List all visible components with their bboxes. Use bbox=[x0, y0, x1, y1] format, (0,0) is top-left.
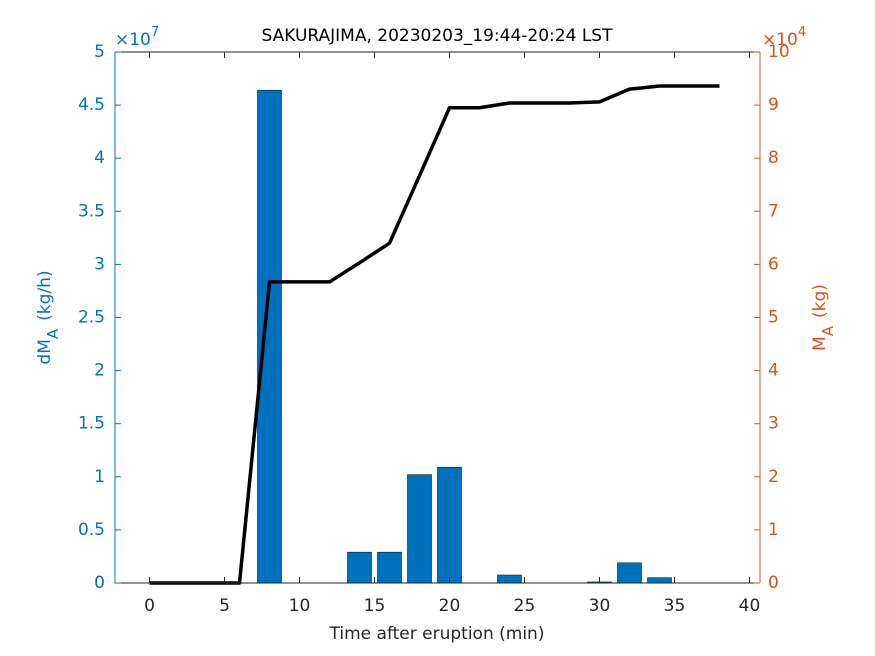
y2-tick-label: 1 bbox=[768, 520, 779, 540]
x-tick-label: 0 bbox=[144, 596, 155, 616]
x-tick-label: 40 bbox=[739, 596, 761, 616]
y-tick-label: 3.5 bbox=[78, 201, 105, 221]
y-axis-label: dMA (kg/h) bbox=[35, 270, 62, 364]
y-exponent-base: ×10 bbox=[115, 30, 151, 50]
y-tick-label: 2.5 bbox=[78, 308, 105, 328]
y-tick-label: 1.5 bbox=[78, 414, 105, 434]
y-axis-label-unit: (kg/h) bbox=[35, 270, 55, 320]
y2-tick-label: 5 bbox=[768, 308, 779, 328]
y-exponent-power: 7 bbox=[151, 25, 159, 40]
y-tick-label: 1 bbox=[94, 467, 105, 487]
y-tick-label: 3 bbox=[94, 254, 105, 274]
y-axis-label-main: dM bbox=[35, 339, 55, 364]
x-tick-label: 5 bbox=[219, 596, 230, 616]
y-tick-label: 4.5 bbox=[78, 95, 105, 115]
y2-exponent-base: ×10 bbox=[762, 30, 798, 50]
y2-tick-label: 0 bbox=[768, 573, 779, 593]
chart-title: SAKURAJIMA, 20230203_19:44-20:24 LST bbox=[262, 26, 614, 46]
y2-axis-label-group: MA (kg) bbox=[810, 284, 837, 351]
y2-exponent: ×104 bbox=[762, 25, 806, 51]
x-tick-label: 25 bbox=[514, 596, 536, 616]
bar bbox=[617, 562, 642, 584]
y2-tick-label: 8 bbox=[768, 148, 779, 168]
y2-axis-label: MA (kg) bbox=[810, 284, 837, 351]
y2-tick-label: 2 bbox=[768, 467, 779, 487]
line bbox=[149, 84, 720, 585]
y-tick-label: 5 bbox=[94, 42, 105, 62]
y2-axis-label-unit: (kg) bbox=[810, 284, 830, 318]
x-axis-label: Time after eruption (min) bbox=[329, 624, 545, 644]
y2-tick-label: 3 bbox=[768, 414, 779, 434]
y2-tick-label: 4 bbox=[768, 361, 779, 381]
y2-axis-label-main: M bbox=[810, 336, 830, 351]
y2-exponent-power: 4 bbox=[798, 25, 806, 40]
bar bbox=[437, 466, 462, 584]
x-tick-label: 10 bbox=[289, 596, 311, 616]
bar bbox=[347, 551, 372, 584]
y-tick-label: 4 bbox=[94, 148, 105, 168]
bar bbox=[647, 577, 672, 584]
y-tick-label: 0 bbox=[94, 573, 105, 593]
bar bbox=[497, 574, 522, 584]
bar bbox=[377, 551, 402, 584]
y2-tick-label: 10 bbox=[768, 42, 790, 62]
y-axis-label-group: dMA (kg/h) bbox=[35, 270, 62, 364]
y2-tick-label: 9 bbox=[768, 95, 779, 115]
y-tick-label: 2 bbox=[94, 361, 105, 381]
y2-tick-label: 7 bbox=[768, 201, 779, 221]
y-tick-label: 0.5 bbox=[78, 520, 105, 540]
x-tick-label: 15 bbox=[364, 596, 386, 616]
bar bbox=[407, 474, 432, 584]
y2-tick-label: 6 bbox=[768, 254, 779, 274]
x-tick-label: 30 bbox=[589, 596, 611, 616]
x-tick-label: 35 bbox=[664, 596, 686, 616]
y-exponent: ×107 bbox=[115, 25, 159, 51]
bar bbox=[257, 89, 282, 584]
y2-axis-label-sub: A bbox=[819, 325, 837, 336]
y-axis-label-sub: A bbox=[44, 328, 62, 339]
x-tick-label: 20 bbox=[439, 596, 461, 616]
